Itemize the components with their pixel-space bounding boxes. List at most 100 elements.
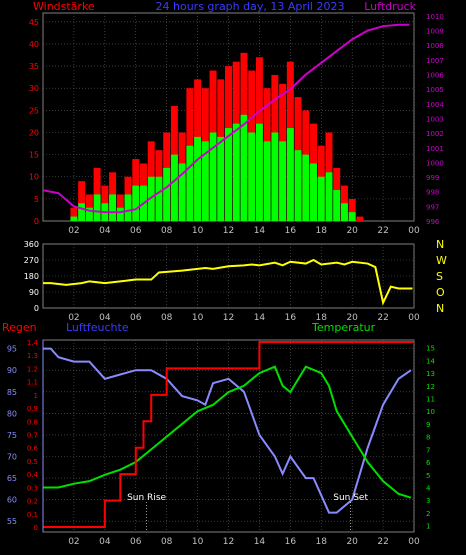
wind-average-bar (225, 128, 232, 221)
wind-average-bar (147, 176, 155, 221)
compass-label: W (436, 254, 447, 267)
rain-axis-tick-label: 1.3 (27, 352, 38, 360)
rain-axis-tick-label: 0 (34, 524, 38, 532)
rain-axis-tick-label: 0.2 (27, 498, 38, 506)
humidity-axis-tick-label: 70 (7, 452, 17, 461)
humidity-axis-tick-label: 80 (7, 409, 17, 418)
rain-axis-tick-label: 0.9 (27, 405, 38, 413)
time-tick-label: 04 (99, 226, 111, 236)
temperature-axis-tick-label: 14 (426, 357, 435, 365)
rain-axis-tick-label: 1.4 (27, 339, 39, 347)
time-tick-label: 16 (285, 537, 297, 547)
wind-average-bar (124, 194, 132, 221)
wind-title: Windstärke (33, 0, 95, 13)
humidity-axis-tick-label: 90 (7, 366, 17, 375)
wind-average-bar (263, 141, 271, 221)
wind-gust-bar (348, 198, 356, 221)
pressure-axis-tick-label: 1001 (426, 145, 444, 153)
compass-label: S (436, 270, 443, 283)
temperature-legend-label: Temperatur (311, 321, 376, 334)
time-tick-label: 14 (254, 226, 266, 236)
rain-axis-tick-label: 0.7 (27, 432, 38, 440)
rain-axis-tick-label: 1.2 (27, 365, 38, 373)
wind-axis-tick-label: 0 (34, 217, 39, 226)
wind-axis-tick-label: 25 (29, 106, 39, 115)
time-tick-label: 08 (161, 313, 173, 323)
wind-average-bar (248, 132, 256, 221)
temperature-axis-tick-label: 1 (426, 523, 430, 531)
time-tick-label: 22 (377, 313, 388, 323)
wind-average-bar (279, 141, 287, 221)
temperature-axis-tick-label: 7 (426, 446, 430, 454)
pressure-axis-tick-label: 1008 (426, 42, 444, 50)
time-tick-label: 10 (192, 313, 204, 323)
wind-average-bar (325, 172, 333, 221)
humidity-axis-tick-label: 85 (7, 388, 17, 397)
wind-average-bar (132, 185, 140, 221)
rain-axis-tick-label: 0.8 (27, 418, 38, 426)
time-tick-label: 22 (377, 226, 388, 236)
compass-label: N (436, 302, 444, 315)
pressure-axis-tick-label: 1005 (426, 86, 444, 94)
time-tick-label: 20 (346, 226, 358, 236)
data-layer (42, 23, 414, 532)
time-tick-label: 22 (377, 537, 388, 547)
rain-axis-tick-label: 1.1 (27, 379, 38, 387)
time-tick-label: 02 (68, 313, 79, 323)
sun-annotation-label: Sun Set (333, 493, 368, 503)
time-tick-label: 10 (192, 537, 204, 547)
rain-axis-tick-label: 1 (34, 392, 38, 400)
pressure-line (42, 23, 410, 214)
rain-line (43, 341, 414, 528)
time-tick-label: 00 (408, 313, 420, 323)
pressure-axis-tick-label: 1004 (426, 101, 444, 109)
wind-gust-bar (356, 216, 364, 221)
time-tick-label: 20 (346, 313, 358, 323)
temperature-axis-tick-label: 12 (426, 383, 435, 391)
direction-axis-tick-label: 90 (29, 288, 39, 297)
compass-label: N (436, 238, 444, 251)
time-tick-label: 14 (254, 313, 266, 323)
wind-axis-tick-label: 20 (29, 128, 39, 137)
time-tick-label: 00 (408, 537, 420, 547)
wind-average-bar (333, 190, 341, 221)
pressure-axis-tick-label: 1000 (426, 159, 444, 167)
wind-average-bar (78, 203, 86, 221)
time-tick-label: 18 (316, 226, 328, 236)
wind-average-bar (178, 163, 186, 221)
wind-axis-tick-label: 15 (29, 151, 39, 160)
wind-average-bar (170, 154, 178, 221)
time-tick-label: 12 (223, 313, 234, 323)
wind-average-bar (317, 176, 325, 221)
time-tick-label: 08 (161, 226, 173, 236)
pressure-axis-tick-label: 1009 (426, 28, 444, 36)
temperature-axis-tick-label: 4 (426, 484, 431, 492)
pressure-axis-tick-label: 1010 (426, 13, 444, 21)
sun-annotation-label: Sun Rise (127, 493, 166, 503)
pressure-axis-tick-label: 1003 (426, 115, 444, 123)
wind-axis-tick-label: 30 (29, 84, 39, 93)
wind-gust-bar (70, 207, 78, 221)
rain-axis-tick-label: 0.5 (27, 458, 38, 466)
humidity-axis-tick-label: 95 (7, 345, 17, 354)
humidity-axis-tick-label: 65 (7, 474, 17, 483)
temperature-axis-tick-label: 2 (426, 510, 430, 518)
pressure-axis-tick-label: 1006 (426, 72, 444, 80)
wind-average-bar (232, 123, 240, 221)
wind-average-bar (294, 150, 302, 221)
axes-layer: 02 04 06 08 10 12 14 16 18 20 22 000510152025303540… (7, 13, 447, 547)
wind-average-bar (302, 154, 310, 221)
compass-label: O (436, 286, 445, 299)
wind-average-bar (109, 194, 117, 221)
wind-average-bar (271, 132, 279, 221)
pressure-title: Luftdruck (364, 0, 416, 13)
rain-axis-tick-label: 0.3 (27, 484, 38, 492)
wind-average-bar (209, 132, 217, 221)
time-tick-label: 00 (408, 226, 420, 236)
humidity-axis-tick-label: 75 (7, 431, 17, 440)
pressure-axis-tick-label: 996 (426, 218, 440, 226)
time-tick-label: 08 (161, 537, 173, 547)
time-tick-label: 18 (316, 313, 328, 323)
wind-average-bar (70, 216, 78, 221)
